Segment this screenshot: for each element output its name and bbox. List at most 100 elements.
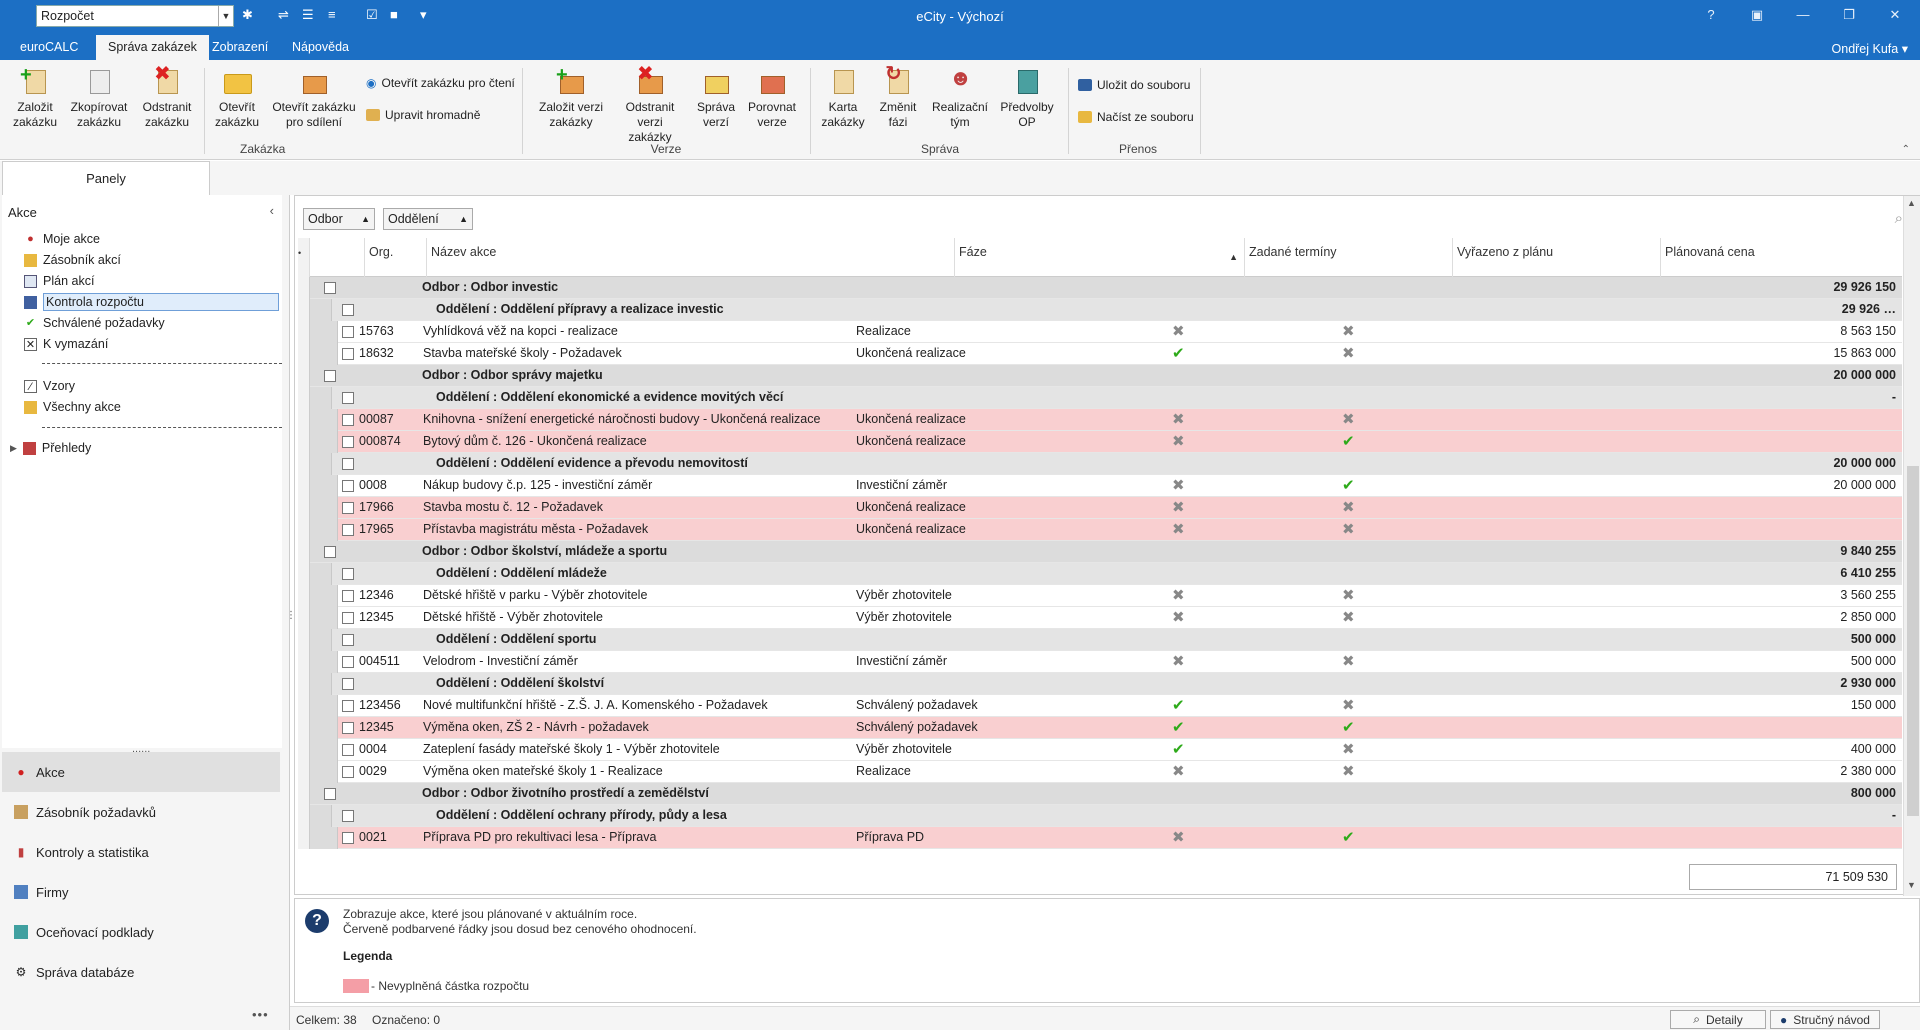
- sidebar-item-k-vymazani[interactable]: ✕ K vymazání: [24, 334, 284, 354]
- sidebar-item-prehledy[interactable]: ▶ Přehledy: [10, 438, 270, 458]
- row-indicator[interactable]: [298, 409, 310, 431]
- row-indicator[interactable]: [298, 387, 310, 409]
- close-icon[interactable]: ✕: [1889, 7, 1901, 22]
- row-checkbox[interactable]: [324, 282, 336, 294]
- create-order-button[interactable]: + Založit zakázku: [10, 65, 60, 130]
- table-row[interactable]: 15763 Vyhlídková věž na kopci - realizace…: [298, 321, 1902, 343]
- group-row-oddeleni[interactable]: Oddělení : Oddělení školství 2 930 000: [298, 673, 1902, 695]
- open-order-shared-button[interactable]: Otevřít zakázku pro sdílení: [270, 66, 358, 130]
- help-icon[interactable]: ?: [1707, 7, 1715, 22]
- row-indicator[interactable]: [298, 761, 310, 783]
- row-indicator[interactable]: [298, 475, 310, 497]
- table-row[interactable]: 17966 Stavba mostu č. 12 - Požadavek Ukonč…: [298, 497, 1902, 519]
- compare-versions-button[interactable]: Porovnat verze: [746, 66, 798, 130]
- vertical-splitter[interactable]: ⋮: [286, 610, 296, 621]
- row-checkbox[interactable]: [342, 612, 354, 624]
- row-checkbox[interactable]: [342, 414, 354, 426]
- row-indicator[interactable]: [298, 717, 310, 739]
- sidebar-item-schvalene-pozadavky[interactable]: ✔ Schválené požadavky: [24, 313, 284, 333]
- open-order-button[interactable]: Otevřít zakázku: [212, 66, 262, 130]
- collapse-panel-icon[interactable]: ‹: [269, 203, 274, 218]
- row-indicator[interactable]: [298, 519, 310, 541]
- view-combo[interactable]: Rozpočet ▼: [36, 5, 234, 27]
- row-indicator[interactable]: [298, 497, 310, 519]
- minimize-icon[interactable]: —: [1796, 7, 1810, 22]
- table-row[interactable]: 0008 Nákup budovy č.p. 125 - investiční z…: [298, 475, 1902, 497]
- load-from-file-button[interactable]: Načíst ze souboru: [1078, 110, 1194, 124]
- tab-panely[interactable]: Panely: [2, 161, 210, 195]
- row-checkbox[interactable]: [342, 634, 354, 646]
- copy-order-button[interactable]: Zkopírovat zakázku: [68, 66, 130, 130]
- more-icon[interactable]: •••: [252, 1007, 269, 1022]
- row-checkbox[interactable]: [342, 700, 354, 712]
- manage-versions-button[interactable]: Správa verzí: [692, 66, 740, 130]
- align-icon[interactable]: ☰: [302, 7, 314, 22]
- row-indicator[interactable]: [298, 299, 310, 321]
- row-checkbox[interactable]: [342, 326, 354, 338]
- table-row[interactable]: 17965 Přístavba magistrátu města - Požada…: [298, 519, 1902, 541]
- table-row[interactable]: 0021 Příprava PD pro rekultivaci lesa - P…: [298, 827, 1902, 849]
- table-row[interactable]: 0004 Zateplení fasády mateřské školy 1 - …: [298, 739, 1902, 761]
- row-checkbox[interactable]: [342, 458, 354, 470]
- search-icon[interactable]: ⌕: [1894, 210, 1903, 227]
- stop-icon[interactable]: ■: [390, 7, 398, 22]
- row-checkbox[interactable]: [342, 524, 354, 536]
- scroll-up-icon[interactable]: ▲: [1907, 198, 1916, 208]
- customize-qat-icon[interactable]: ▾: [420, 7, 427, 22]
- row-indicator[interactable]: [298, 739, 310, 761]
- group-row-oddeleni[interactable]: Oddělení : Oddělení přípravy a realizace…: [298, 299, 1902, 321]
- group-row-odbor[interactable]: Odbor : Odbor životního prostředí a země…: [298, 783, 1902, 805]
- table-row[interactable]: 12346 Dětské hřiště v parku - Výběr zhoto…: [298, 585, 1902, 607]
- row-indicator[interactable]: [298, 431, 310, 453]
- row-checkbox[interactable]: [342, 722, 354, 734]
- tab-sprava-zakazek[interactable]: Správa zakázek: [96, 35, 209, 60]
- group-row-oddeleni[interactable]: Oddělení : Oddělení ochrany přírody, půd…: [298, 805, 1902, 827]
- collapse-ribbon-icon[interactable]: ⌃: [1901, 144, 1910, 155]
- group-row-oddeleni[interactable]: Oddělení : Oddělení ekonomické a evidenc…: [298, 387, 1902, 409]
- sidebar-item-zasobnik-akci[interactable]: Zásobník akcí: [24, 250, 284, 270]
- row-checkbox[interactable]: [324, 788, 336, 800]
- nav-zasobnik-pozadavku[interactable]: Zásobník požadavků: [2, 792, 280, 832]
- table-row[interactable]: 123456 Nové multifunkční hřiště - Z.Š. J.…: [298, 695, 1902, 717]
- tab-napoveda[interactable]: Nápověda: [292, 40, 349, 54]
- table-row[interactable]: 12345 Dětské hřiště - Výběr zhotovitele Vý…: [298, 607, 1902, 629]
- sidebar-item-vzory[interactable]: ⁄ Vzory: [24, 376, 284, 396]
- row-checkbox[interactable]: [342, 590, 354, 602]
- column-header-org[interactable]: Org.: [365, 238, 427, 277]
- row-checkbox[interactable]: [342, 678, 354, 690]
- table-row[interactable]: 12345 Výměna oken, ZŠ 2 - Návrh - požadav…: [298, 717, 1902, 739]
- user-menu[interactable]: Ondřej Kufa ▾: [1832, 41, 1908, 56]
- save-to-file-button[interactable]: Uložit do souboru: [1078, 78, 1190, 92]
- select-column-header[interactable]: [310, 238, 365, 277]
- row-indicator[interactable]: [298, 673, 310, 695]
- column-header-removed[interactable]: Vyřazeno z plánu: [1453, 238, 1661, 277]
- checkbox-icon[interactable]: ☑: [366, 7, 378, 22]
- column-header-phase[interactable]: Fáze ▲: [955, 238, 1245, 277]
- restore-icon[interactable]: ❐: [1843, 7, 1855, 22]
- sidebar-item-kontrola-rozpoctu[interactable]: Kontrola rozpočtu: [24, 292, 284, 312]
- row-checkbox[interactable]: [324, 370, 336, 382]
- table-row[interactable]: 000874 Bytový dům č. 126 - Ukončená reali…: [298, 431, 1902, 453]
- row-checkbox[interactable]: [342, 568, 354, 580]
- table-row[interactable]: 18632 Stavba mateřské školy - Požadavek Uk…: [298, 343, 1902, 365]
- row-checkbox[interactable]: [342, 656, 354, 668]
- list-icon[interactable]: ≡: [328, 7, 336, 22]
- row-checkbox[interactable]: [342, 810, 354, 822]
- row-indicator[interactable]: [298, 651, 310, 673]
- order-card-button[interactable]: Karta zakázky: [818, 66, 868, 130]
- link-icon[interactable]: ⇌: [278, 7, 289, 22]
- row-indicator[interactable]: [298, 277, 310, 299]
- nav-akce[interactable]: ● Akce: [2, 752, 280, 792]
- group-chip-oddeleni[interactable]: Oddělení ▲: [383, 208, 473, 230]
- nav-kontroly-statistika[interactable]: ▮ Kontroly a statistika: [2, 832, 280, 872]
- row-checkbox[interactable]: [342, 348, 354, 360]
- row-indicator[interactable]: [298, 365, 310, 387]
- group-row-odbor[interactable]: Odbor : Odbor správy majetku 20 000 000: [298, 365, 1902, 387]
- details-button[interactable]: ⌕ Detaily: [1670, 1010, 1766, 1029]
- expand-icon[interactable]: ▶: [10, 442, 17, 453]
- column-header-terms[interactable]: Zadané termíny: [1245, 238, 1453, 277]
- row-indicator[interactable]: [298, 585, 310, 607]
- create-version-button[interactable]: + Založit verzi zakázky: [534, 65, 608, 130]
- change-phase-button[interactable]: ↻ Změnit fázi: [874, 64, 922, 130]
- nav-ocenovaci-podklady[interactable]: Oceňovací podklady: [2, 912, 280, 952]
